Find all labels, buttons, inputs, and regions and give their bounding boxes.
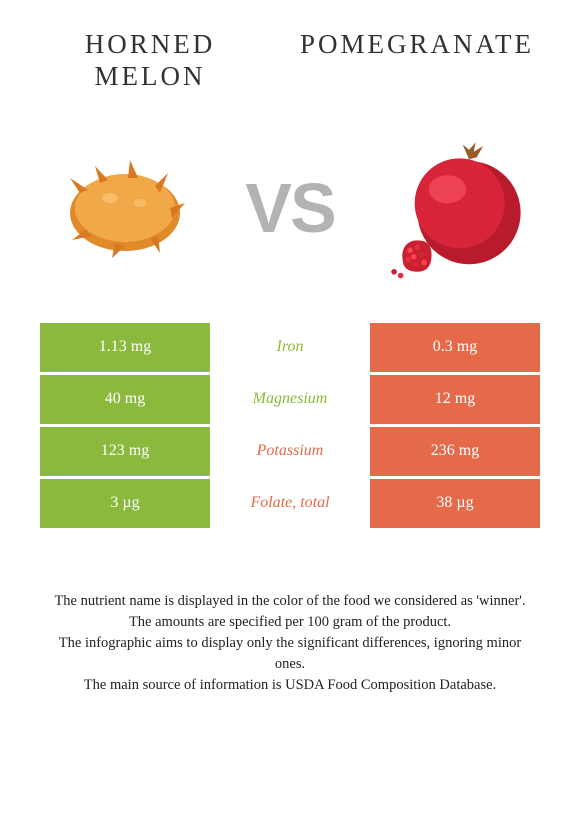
value-right: 236 mg: [370, 427, 540, 476]
value-right: 38 µg: [370, 479, 540, 528]
horned-melon-icon: [50, 133, 200, 283]
value-left: 40 mg: [40, 375, 210, 424]
footer-line: The amounts are specified per 100 gram o…: [50, 612, 530, 633]
table-row: 123 mgPotassium236 mg: [40, 427, 540, 476]
nutrient-name: Iron: [210, 323, 370, 372]
nutrient-name: Magnesium: [210, 375, 370, 424]
value-left: 3 µg: [40, 479, 210, 528]
image-row: VS: [0, 103, 580, 323]
value-left: 1.13 mg: [40, 323, 210, 372]
footer-line: The nutrient name is displayed in the co…: [50, 591, 530, 612]
footer-line: The main source of information is USDA F…: [50, 675, 530, 696]
header: HORNED MELON POMEGRANATE: [0, 0, 580, 103]
pomegranate-icon: [380, 133, 530, 283]
value-right: 12 mg: [370, 375, 540, 424]
nutrient-name: Potassium: [210, 427, 370, 476]
value-right: 0.3 mg: [370, 323, 540, 372]
nutrient-name: Folate, total: [210, 479, 370, 528]
comparison-table: 1.13 mgIron0.3 mg40 mgMagnesium12 mg123 …: [0, 323, 580, 528]
footer-line: The infographic aims to display only the…: [50, 633, 530, 675]
footer-notes: The nutrient name is displayed in the co…: [0, 531, 580, 696]
title-left: HORNED MELON: [50, 28, 250, 93]
table-row: 1.13 mgIron0.3 mg: [40, 323, 540, 372]
value-left: 123 mg: [40, 427, 210, 476]
table-row: 40 mgMagnesium12 mg: [40, 375, 540, 424]
table-row: 3 µgFolate, total38 µg: [40, 479, 540, 528]
title-right: POMEGRANATE: [300, 28, 530, 93]
vs-label: VS: [245, 168, 334, 248]
